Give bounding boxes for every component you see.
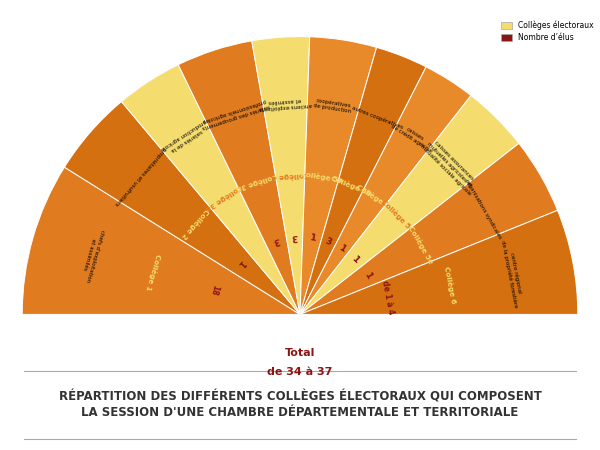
Text: autres coopératives: autres coopératives — [351, 105, 404, 130]
Text: coopératives
de production: coopératives de production — [313, 97, 353, 114]
Text: Collège 3b: Collège 3b — [236, 172, 278, 192]
Text: 3: 3 — [324, 237, 333, 248]
Text: 1: 1 — [337, 243, 347, 254]
Text: Total: Total — [285, 348, 315, 358]
Legend: Collèges électoraux, Nombre d’élus: Collèges électoraux, Nombre d’élus — [499, 18, 596, 45]
Wedge shape — [300, 210, 578, 315]
Wedge shape — [300, 144, 557, 315]
Text: caisses
de crédit agricole: caisses de crédit agricole — [390, 119, 437, 154]
Text: 1: 1 — [362, 270, 373, 280]
Wedge shape — [121, 65, 300, 315]
Wedge shape — [64, 102, 300, 315]
Text: 3: 3 — [291, 232, 298, 242]
Text: Collège 3a: Collège 3a — [205, 183, 244, 212]
Text: Collège 2: Collège 2 — [180, 207, 210, 240]
Wedge shape — [300, 37, 377, 315]
Text: caisses assurances
mutuelles agricoles et
mutualité sociale agricole: caisses assurances mutuelles agricoles e… — [418, 134, 481, 196]
Text: Collège 5c: Collège 5c — [355, 183, 394, 211]
Text: Collège 5a: Collège 5a — [300, 171, 343, 184]
Text: Collège 5e: Collège 5e — [407, 225, 434, 265]
Text: propriétaires et usufruitiers: propriétaires et usufruitiers — [114, 146, 167, 206]
Wedge shape — [178, 41, 300, 315]
Wedge shape — [300, 67, 471, 315]
Text: de 1 à 4: de 1 à 4 — [380, 280, 395, 315]
Text: Collège 5b: Collège 5b — [329, 174, 372, 196]
Text: Collège 5d: Collège 5d — [380, 198, 416, 234]
Text: Collège 4: Collège 4 — [271, 171, 310, 180]
Wedge shape — [300, 47, 426, 315]
Text: 18: 18 — [209, 284, 220, 296]
Text: chefs d’exploitation
et assimilés: chefs d’exploitation et assimilés — [79, 227, 104, 282]
Text: anciens exploitants
et assimilés: anciens exploitants et assimilés — [258, 97, 313, 111]
Text: salariés de la
production agricole: salariés de la production agricole — [160, 118, 210, 156]
Text: Collège 1: Collège 1 — [145, 253, 162, 292]
Text: RÉPARTITION DES DIFFÉRENTS COLLÈGES ÉLECTORAUX QUI COMPOSENT
LA SESSION D'UNE CH: RÉPARTITION DES DIFFÉRENTS COLLÈGES ÉLEC… — [59, 391, 541, 419]
Text: 1: 1 — [308, 233, 316, 243]
Wedge shape — [300, 95, 519, 315]
Text: Collège 6: Collège 6 — [443, 266, 457, 305]
Wedge shape — [22, 167, 300, 315]
Text: de 34 à 37: de 34 à 37 — [268, 367, 332, 377]
Text: salariés des groupements
professionnels agricoles: salariés des groupements professionnels … — [199, 97, 271, 130]
Text: 1: 1 — [350, 254, 361, 265]
Text: centre régional
de la propriété forestière: centre régional de la propriété forestiè… — [500, 238, 525, 308]
Text: organisations syndicales: organisations syndicales — [464, 178, 502, 239]
Text: 3: 3 — [272, 235, 280, 246]
Wedge shape — [252, 36, 310, 315]
Text: 1: 1 — [236, 258, 247, 269]
